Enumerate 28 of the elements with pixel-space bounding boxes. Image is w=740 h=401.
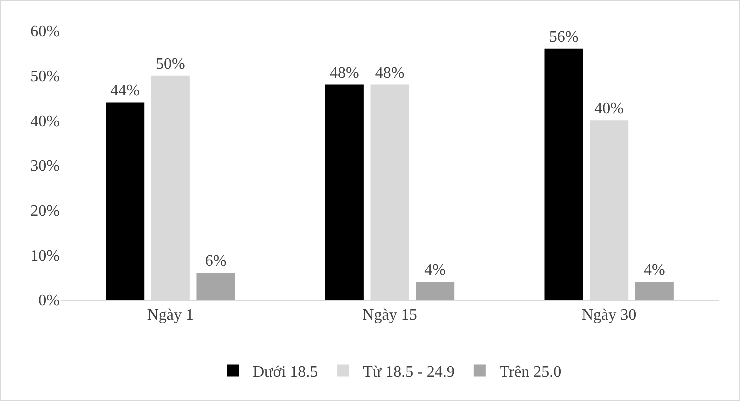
data-label: 48% [330, 64, 360, 82]
y-tick-label: 40% [30, 113, 60, 130]
bar [196, 273, 236, 300]
y-tick-label: 50% [30, 68, 60, 86]
y-tick-label: 10% [30, 248, 60, 265]
bar [635, 282, 674, 300]
x-tick-label: Ngày 30 [582, 307, 637, 324]
legend-label: Dưới 18.5 [253, 364, 318, 381]
bar [106, 102, 145, 300]
data-label: 56% [549, 28, 579, 46]
y-tick-label: 20% [30, 202, 60, 220]
data-label: 48% [375, 64, 405, 82]
x-tick-label: Ngày 1 [147, 307, 194, 324]
y-tick-label: 30% [30, 158, 60, 176]
bar [544, 48, 584, 300]
legend-label: Trên 25.0 [500, 364, 562, 381]
data-label: 4% [644, 262, 666, 280]
data-label: 40% [594, 100, 624, 118]
data-label: 4% [424, 262, 446, 280]
data-label: 44% [110, 82, 140, 100]
data-label: 50% [156, 56, 186, 73]
data-label: 6% [205, 253, 227, 270]
y-tick-label: 0% [38, 292, 60, 310]
x-tick-label: Ngày 15 [362, 307, 418, 324]
bar [416, 282, 455, 300]
bar [325, 84, 364, 300]
legend-label: Từ 18.5 - 24.9 [363, 364, 455, 381]
y-tick-label: 60% [30, 24, 60, 41]
